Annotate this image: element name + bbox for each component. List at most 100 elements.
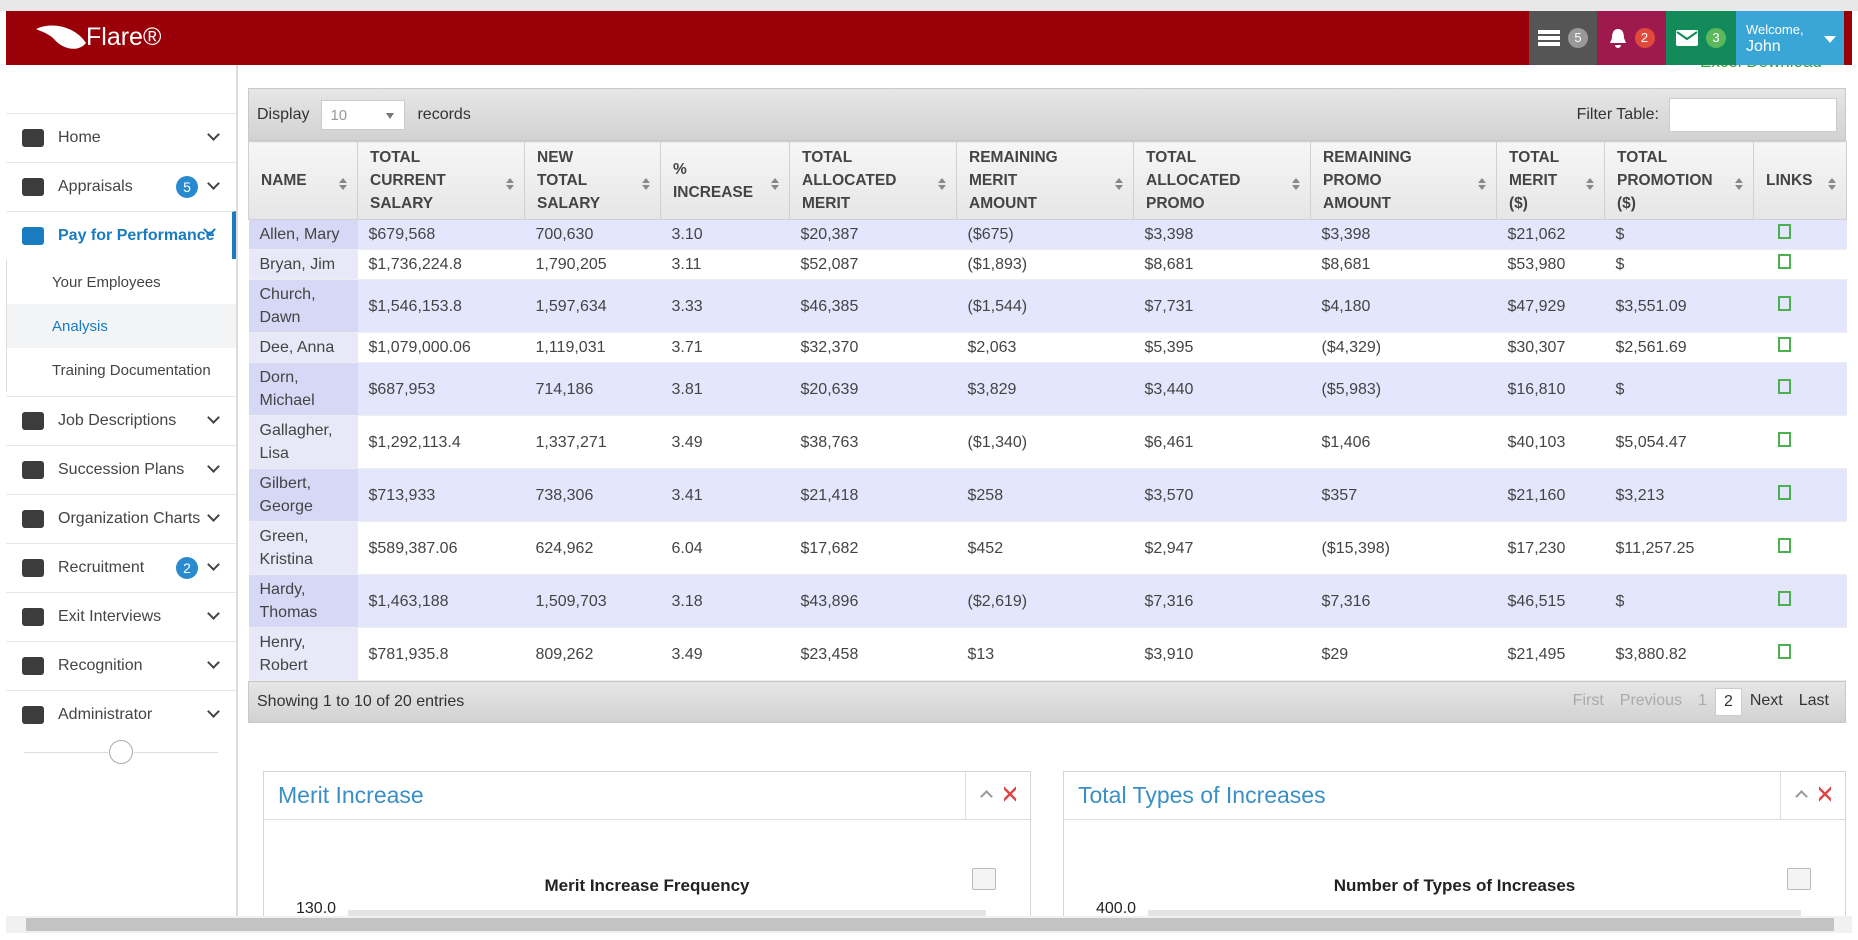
page-button[interactable]: Last xyxy=(1798,692,1829,709)
cell: $6,461 xyxy=(1133,415,1311,469)
nav-item[interactable]: Organization Charts xyxy=(6,494,236,542)
sub-item[interactable]: Your Employees xyxy=(6,260,236,304)
cell: $713,933 xyxy=(357,468,525,522)
excel-link[interactable] xyxy=(1777,378,1791,394)
sub-item[interactable]: Analysis xyxy=(6,304,236,348)
nav-item[interactable]: Appraisals 5 xyxy=(6,162,236,210)
download-button[interactable] xyxy=(972,868,996,890)
messages-button[interactable]: 3 xyxy=(1666,11,1736,65)
cell: Bryan, Jim xyxy=(248,249,358,280)
filter-input[interactable] xyxy=(1669,97,1837,132)
nav-item[interactable]: Exit Interviews xyxy=(6,592,236,640)
filter-label: Filter Table: xyxy=(1576,105,1659,123)
column-header[interactable]: TOTAL ALLOCATED PROMO xyxy=(1133,141,1311,220)
cell: $ xyxy=(1604,219,1754,250)
alerts-button[interactable]: 2 xyxy=(1597,11,1666,65)
sort-icon xyxy=(1828,174,1836,190)
divider xyxy=(24,752,108,753)
user-menu[interactable]: Welcome, John xyxy=(1736,11,1844,65)
cell: $8,681 xyxy=(1133,249,1311,280)
cell: $47,929 xyxy=(1496,279,1605,333)
excel-link[interactable] xyxy=(1777,431,1791,447)
collapse-icon[interactable] xyxy=(980,790,993,803)
nav-icon xyxy=(22,226,44,245)
sub-item[interactable]: Training Documentation xyxy=(6,348,236,392)
column-header[interactable]: TOTAL CURRENT SALARY xyxy=(357,141,525,220)
download-button[interactable] xyxy=(1787,868,1811,890)
cell: $1,463,188 xyxy=(357,574,525,628)
nav-item[interactable]: Administrator xyxy=(6,690,236,738)
column-title: TOTAL MERIT ($) xyxy=(1509,149,1559,212)
page-button[interactable]: Next xyxy=(1749,692,1783,709)
page-button[interactable]: 2 xyxy=(1714,688,1742,716)
chart-bar-track xyxy=(1148,910,1801,920)
cell: $589,387.06 xyxy=(357,521,525,575)
panel-controls xyxy=(1780,772,1845,819)
nav-label: Home xyxy=(58,128,101,146)
nav-item[interactable]: Pay for Performance xyxy=(6,211,236,259)
messages-badge: 3 xyxy=(1706,28,1726,48)
cell: $53,980 xyxy=(1496,249,1605,280)
user-name: John xyxy=(1746,38,1781,55)
pagination: First Previous 1 2 Next Last xyxy=(1565,688,1837,716)
sort-icon xyxy=(1478,174,1486,190)
chevron xyxy=(207,411,220,424)
excel-link[interactable] xyxy=(1777,295,1791,311)
excel-link[interactable] xyxy=(1777,254,1791,269)
excel-link[interactable] xyxy=(1777,537,1791,553)
records-label: records xyxy=(417,105,471,123)
cell: 1,509,703 xyxy=(524,574,661,628)
cell: $7,316 xyxy=(1310,574,1497,628)
cell: Henry, Robert xyxy=(248,627,358,681)
page-size-select[interactable]: 10 xyxy=(321,99,406,130)
chevron xyxy=(207,460,220,473)
nav-item[interactable]: Recognition xyxy=(6,641,236,689)
column-header[interactable]: NEW TOTAL SALARY xyxy=(524,141,661,220)
column-header[interactable]: TOTAL PROMOTION ($) xyxy=(1604,141,1754,220)
table-row: Henry, Robert $781,935.8 809,262 3.49 $23,45… xyxy=(248,627,1847,681)
tasks-button[interactable]: 5 xyxy=(1529,11,1597,65)
nav-icon xyxy=(22,128,44,147)
collapse-icon[interactable] xyxy=(1795,790,1808,803)
sort-icon xyxy=(642,174,650,190)
excel-link[interactable] xyxy=(1777,337,1791,352)
excel-link[interactable] xyxy=(1777,484,1791,500)
cell: $5,054.47 xyxy=(1604,415,1754,469)
column-header[interactable]: LINKS xyxy=(1753,141,1847,220)
excel-link[interactable] xyxy=(1777,224,1791,239)
scrollbar-thumb[interactable] xyxy=(26,918,1834,931)
column-header[interactable]: NAME xyxy=(248,141,358,220)
column-title: NEW TOTAL SALARY xyxy=(537,149,601,212)
table-row: Dorn, Michael $687,953 714,186 3.81 $20,639 $… xyxy=(248,362,1847,416)
column-title: REMAINING PROMO AMOUNT xyxy=(1323,149,1412,212)
column-header[interactable]: % INCREASE xyxy=(660,141,790,220)
links-cell xyxy=(1753,468,1847,522)
column-header[interactable]: TOTAL ALLOCATED MERIT xyxy=(789,141,957,220)
close-icon[interactable] xyxy=(1819,785,1831,803)
cell: 3.18 xyxy=(660,574,790,628)
excel-link[interactable] xyxy=(1777,643,1791,659)
cell: $2,561.69 xyxy=(1604,332,1754,363)
nav-label: Recognition xyxy=(58,656,143,674)
excel-link[interactable] xyxy=(1777,590,1791,606)
cell: $21,062 xyxy=(1496,219,1605,250)
column-header[interactable]: REMAINING MERIT AMOUNT xyxy=(956,141,1134,220)
nav-item[interactable]: Recruitment 2 xyxy=(6,543,236,591)
cell: Dorn, Michael xyxy=(248,362,358,416)
y-tick-label: 400.0 xyxy=(1096,900,1137,917)
collapse-button[interactable] xyxy=(109,740,133,764)
column-title: NAME xyxy=(261,172,307,189)
nav-label: Succession Plans xyxy=(58,460,185,478)
cell: $16,810 xyxy=(1496,362,1605,416)
brand: Flare® xyxy=(86,23,162,51)
nav-item[interactable]: Home xyxy=(6,113,236,161)
nav-item[interactable]: Succession Plans xyxy=(6,445,236,493)
cell: $21,418 xyxy=(789,468,957,522)
sidebar: Home Appraisals 5 Pay for Performance Job De… xyxy=(6,65,238,916)
column-title: TOTAL ALLOCATED MERIT xyxy=(802,149,897,212)
close-icon[interactable] xyxy=(1004,785,1016,803)
cell: ($4,329) xyxy=(1310,332,1497,363)
column-header[interactable]: REMAINING PROMO AMOUNT xyxy=(1310,141,1497,220)
column-header[interactable]: TOTAL MERIT ($) xyxy=(1496,141,1605,220)
nav-item[interactable]: Job Descriptions xyxy=(6,396,236,444)
